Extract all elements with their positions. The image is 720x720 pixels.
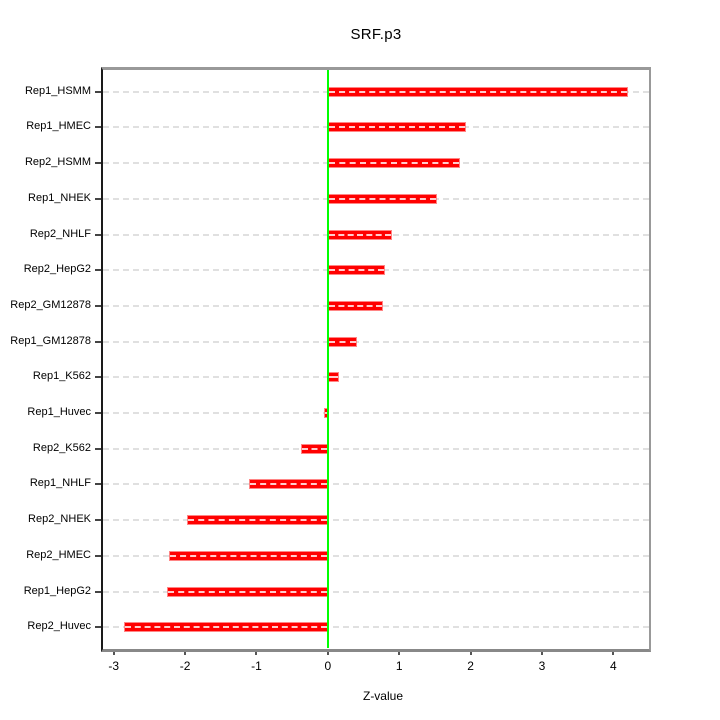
y-axis-tick <box>95 304 102 307</box>
gridline <box>103 483 649 486</box>
x-axis-tick-label: 1 <box>395 659 403 673</box>
bar <box>327 229 393 240</box>
x-axis-tick-label: 2 <box>467 659 474 673</box>
x-axis-tick <box>326 649 329 655</box>
x-axis-tick-label: -2 <box>179 659 191 673</box>
chart-title: SRF.p3 <box>350 26 402 43</box>
gridline <box>103 590 649 593</box>
bar <box>166 586 328 597</box>
y-axis-category-label: Rep2_HMEC <box>26 548 91 561</box>
y-axis-tick <box>95 412 102 414</box>
y-axis-category-label: Rep1_NHEK <box>28 191 91 204</box>
y-axis-category-label: Rep1_HSMM <box>24 84 91 97</box>
bar <box>327 158 460 169</box>
x-axis-title: Z-value <box>362 689 403 703</box>
y-axis-tick <box>95 90 102 93</box>
y-axis-category-label: Rep2_HepG2 <box>23 263 91 276</box>
bar <box>327 300 384 311</box>
bar-dash-pattern <box>167 590 327 593</box>
gridline <box>103 519 649 522</box>
gridline <box>103 626 649 629</box>
x-axis-tick <box>612 649 615 655</box>
y-axis-tick <box>95 483 102 486</box>
x-axis-tick <box>184 649 187 655</box>
y-axis-tick <box>95 162 102 165</box>
bar-dash-pattern <box>170 554 327 557</box>
bar-dash-pattern <box>249 483 327 486</box>
bar <box>248 479 328 490</box>
x-axis-tick <box>112 649 115 655</box>
y-axis-tick <box>95 554 102 557</box>
bar <box>301 443 328 454</box>
y-axis-category-label: Rep2_K562 <box>32 441 91 454</box>
bar <box>123 622 328 633</box>
bar-dash-pattern <box>328 197 436 200</box>
bar-dash-pattern <box>188 519 327 522</box>
bar <box>327 336 358 347</box>
bar <box>327 122 467 133</box>
y-axis-tick <box>95 269 102 272</box>
x-axis-tick <box>540 649 543 655</box>
bar <box>187 515 328 526</box>
zero-reference-line <box>326 69 329 648</box>
bar-dash-pattern <box>328 304 383 307</box>
y-axis-tick <box>95 590 102 593</box>
y-axis-category-label: Rep1_HMEC <box>26 120 91 133</box>
bar-dash-pattern <box>328 269 384 272</box>
bar <box>327 372 339 383</box>
y-axis-tick <box>95 126 102 129</box>
gridline <box>103 376 649 379</box>
bar-dash-pattern <box>328 340 357 343</box>
bar-dash-pattern <box>328 162 459 165</box>
bar-dash-pattern <box>328 90 627 93</box>
gridline <box>103 412 649 414</box>
y-axis-category-label: Rep2_GM12878 <box>10 298 91 311</box>
y-axis-tick <box>95 626 102 629</box>
bar <box>327 265 385 276</box>
bar-dash-pattern <box>302 447 327 450</box>
gridline <box>103 340 649 343</box>
bar-dash-pattern <box>328 233 392 236</box>
bar-dash-pattern <box>324 412 327 414</box>
y-axis-category-label: Rep1_NHLF <box>29 477 91 490</box>
gridline <box>103 447 649 450</box>
y-axis-category-label: Rep2_Huvec <box>27 620 91 633</box>
y-axis-category-label: Rep1_GM12878 <box>10 334 91 347</box>
bar <box>327 86 628 97</box>
x-axis-tick-label: -3 <box>108 659 120 673</box>
y-axis-tick <box>95 376 102 379</box>
x-axis-tick <box>255 649 258 655</box>
x-axis-tick-label: 0 <box>324 659 332 673</box>
y-axis-tick <box>95 340 102 343</box>
y-axis-tick <box>95 447 102 450</box>
x-axis-tick <box>398 649 401 655</box>
y-axis-tick <box>95 519 102 522</box>
x-axis-tick-label: 4 <box>609 659 617 673</box>
x-axis-tick-label: 3 <box>538 659 546 673</box>
y-axis-category-label: Rep1_HepG2 <box>23 584 91 597</box>
y-axis-category-label: Rep2_HSMM <box>24 156 91 169</box>
plot-area <box>103 69 649 648</box>
y-axis-tick <box>95 233 102 236</box>
y-axis-category-label: Rep1_Huvec <box>27 406 91 418</box>
y-axis-tick <box>95 197 102 200</box>
x-axis-tick-label: -1 <box>251 659 262 673</box>
gridline <box>103 554 649 557</box>
bar <box>169 550 328 561</box>
bar <box>327 193 437 204</box>
y-axis-category-label: Rep2_NHEK <box>28 513 91 526</box>
x-axis-tick <box>469 649 472 655</box>
bar-dash-pattern <box>328 376 338 379</box>
y-axis-category-label: Rep2_NHLF <box>29 227 91 240</box>
bar-dash-pattern <box>328 126 466 129</box>
bar-dash-pattern <box>124 626 327 629</box>
y-axis-category-label: Rep1_K562 <box>32 370 91 383</box>
